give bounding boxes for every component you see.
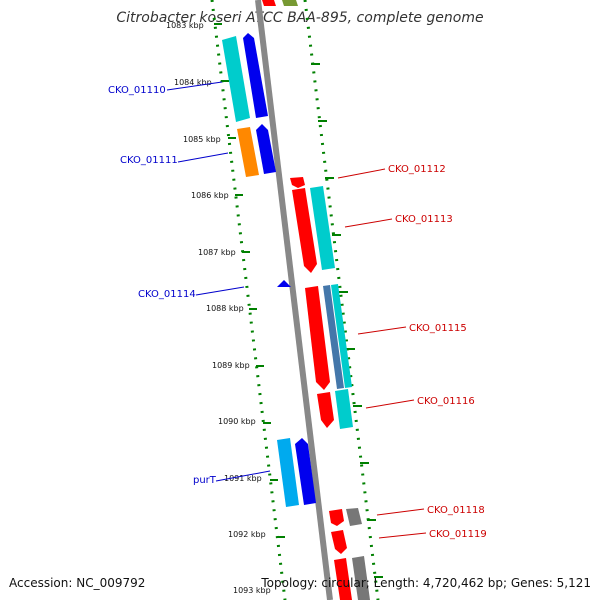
- genome-summary-text: Topology: circular; Length: 4,720,462 bp…: [261, 576, 591, 590]
- gene-arrow: [237, 127, 259, 177]
- outer-ruler-track: [303, 0, 380, 600]
- gene-label: purT: [193, 475, 217, 486]
- gene-label: CKO_01114: [138, 289, 196, 300]
- gene-label: CKO_01110: [108, 85, 166, 96]
- tick-label: 1085 kbp: [183, 135, 221, 144]
- leader-line: [177, 152, 229, 163]
- tick-label: 1087 kbp: [198, 248, 236, 257]
- gene-arrow: [331, 284, 352, 388]
- gene-arrow: [335, 389, 353, 429]
- leader-line: [357, 326, 407, 335]
- accession-text: Accession: NC_009792: [9, 576, 146, 590]
- map-title: Citrobacter koseri ATCC BAA-895, complet…: [116, 10, 484, 26]
- leader-line: [378, 532, 427, 539]
- tick-label: 1091 kbp: [224, 474, 262, 483]
- gene-arrow: [329, 509, 344, 526]
- gene-arrow: [346, 508, 362, 526]
- leader-line: [344, 218, 393, 228]
- tick-label: 1092 kbp: [228, 530, 266, 539]
- gene-label: CKO_01115: [409, 323, 467, 334]
- tick-label: 1083 kbp: [166, 21, 204, 30]
- gene-arrow: [352, 556, 370, 600]
- leader-line: [376, 508, 425, 516]
- tick-label: 1084 kbp: [174, 78, 212, 87]
- gene-label: CKO_01119: [429, 529, 487, 540]
- gene-arrow: [222, 36, 250, 122]
- gene-label: CKO_01118: [427, 505, 485, 516]
- gene-label: CKO_01116: [417, 396, 475, 407]
- gene-arrow: [277, 438, 299, 507]
- tick-marks: [214, 23, 383, 578]
- leader-line: [195, 286, 245, 296]
- tick-label: 1093 kbp: [233, 586, 271, 595]
- gene-arrow: [282, 0, 298, 6]
- tick-label: 1086 kbp: [191, 191, 229, 200]
- gene-label: CKO_01111: [120, 155, 178, 166]
- gene-arrow: [290, 177, 305, 188]
- tick-label: 1088 kbp: [206, 304, 244, 313]
- tick-label: 1089 kbp: [212, 361, 250, 370]
- gene-label: CKO_01113: [395, 214, 453, 225]
- gene-arrow: [305, 286, 330, 390]
- gene-arrow: [310, 186, 335, 270]
- gene-arrow: [262, 0, 276, 6]
- gene-arrow: [256, 124, 276, 174]
- gene-label: CKO_01112: [388, 164, 446, 175]
- tick-label: 1090 kbp: [218, 417, 256, 426]
- gene-arrow: [331, 530, 347, 554]
- leader-line: [166, 81, 223, 91]
- gene-arrow: [334, 558, 352, 600]
- leader-line: [215, 470, 271, 482]
- gene-arrow: [243, 33, 268, 118]
- gene-arrow: [317, 392, 334, 428]
- genome-backbone: [255, 0, 333, 600]
- inner-ruler-track: [210, 0, 287, 600]
- gene-arrow: [295, 438, 316, 505]
- gene-arrow: [323, 285, 344, 389]
- gene-arrow: [292, 188, 317, 273]
- gene-arrow: [277, 280, 291, 287]
- leader-line: [337, 168, 386, 179]
- leader-line: [365, 399, 415, 409]
